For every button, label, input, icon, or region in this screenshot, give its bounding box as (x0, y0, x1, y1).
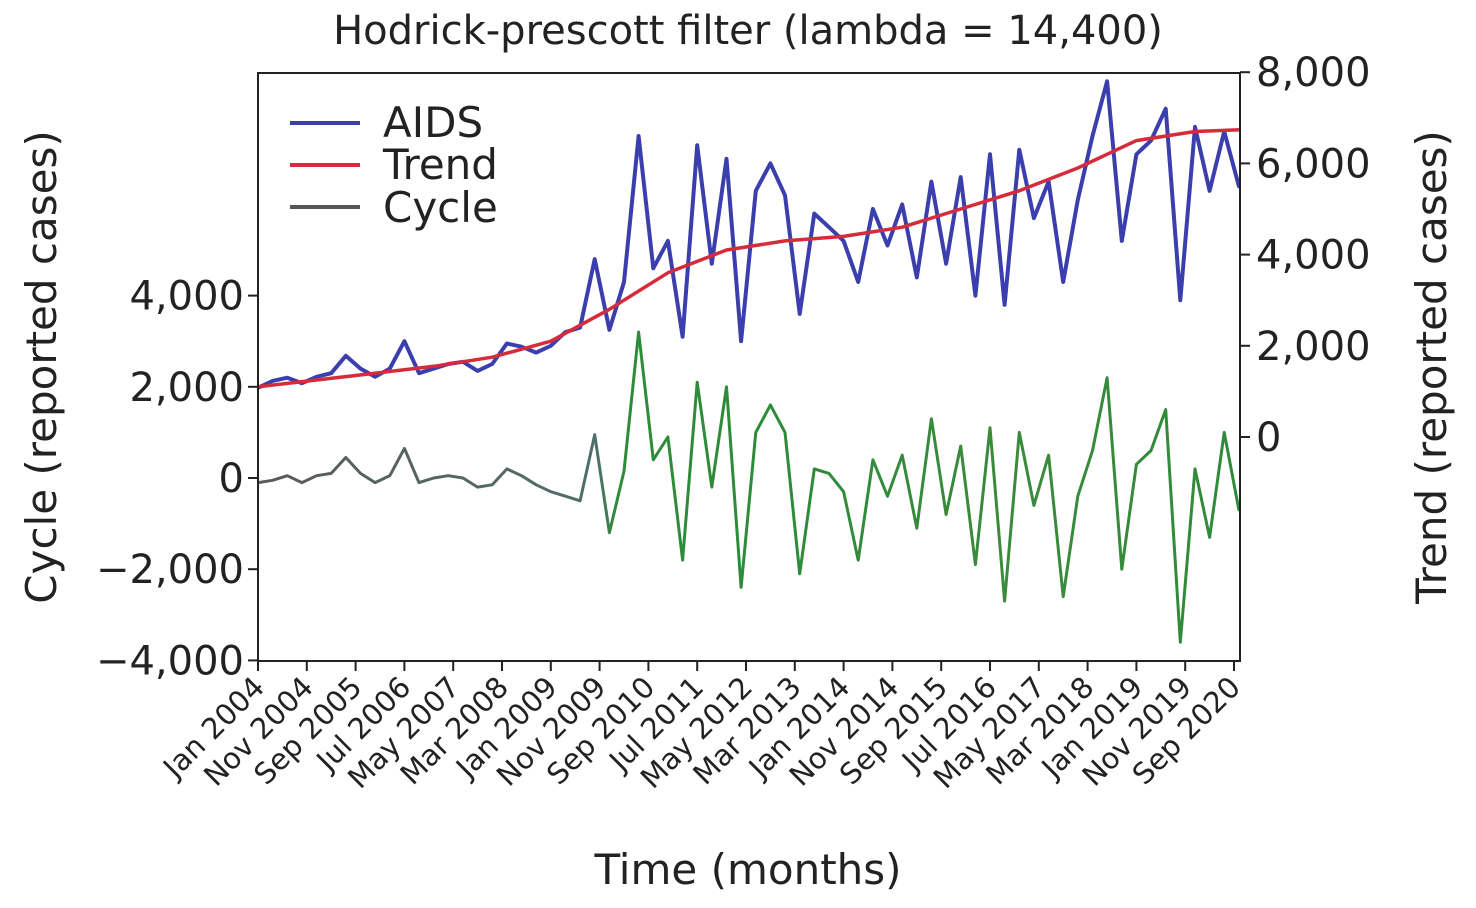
right-axis-tick-label: 8,000 (1256, 50, 1371, 96)
legend-label-aids: AIDS (383, 98, 483, 147)
left-axis-tick-label: −4,000 (96, 638, 244, 684)
plot-frame (257, 72, 1241, 662)
chart-title: Hodrick-prescott filter (lambda = 14,400… (333, 8, 1163, 54)
right-axis-title: Trend (reported cases) (1407, 130, 1456, 605)
series-line-trend (258, 127, 1240, 389)
right-axis-tick-label: 4,000 (1256, 233, 1371, 279)
series-layer (258, 79, 1240, 644)
x-axis-title: Time (months) (593, 845, 901, 894)
series-line-aids (258, 79, 1240, 390)
right-axis-tick-label: 6,000 (1256, 141, 1371, 187)
series-line-cycle (258, 330, 1240, 644)
legend-label-trend: Trend (382, 140, 498, 189)
left-axis-tick-label: 0 (219, 456, 244, 502)
left-axis: −4,000 −2,000 0 2,000 4,000 (96, 274, 258, 684)
left-axis-tick-label: 4,000 (129, 274, 244, 320)
right-axis-tick-label: 0 (1256, 415, 1281, 461)
left-axis-tick-label: 2,000 (129, 365, 244, 411)
legend-label-cycle: Cycle (383, 183, 498, 232)
left-axis-tick-label: −2,000 (96, 547, 244, 593)
left-axis-title: Cycle (reported cases) (17, 130, 66, 603)
legend: AIDS Trend Cycle (290, 98, 498, 232)
right-axis: 0 2,000 4,000 6,000 8,000 (1240, 50, 1371, 461)
right-axis-tick-label: 2,000 (1256, 324, 1371, 370)
